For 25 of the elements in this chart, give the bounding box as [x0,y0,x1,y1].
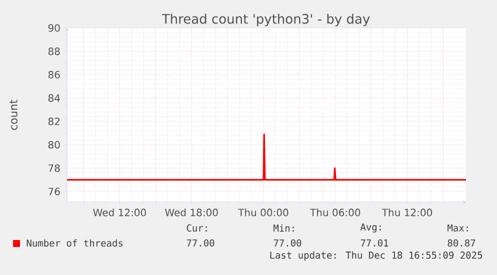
text: Cur: [186,224,207,232]
y-axis-title: count [10,100,18,130]
y-tick-label: 88 [48,48,60,56]
x-tick-label: Wed 12:00 [93,208,146,216]
x-tick-label: Thu 00:00 [238,208,288,216]
x-tick-label: Thu 12:00 [382,208,432,216]
text: 77.00 [274,239,302,247]
y-tick-label: 84 [48,94,60,102]
text: Last update: Thu Dec 18 16:55:09 2025 [270,251,482,261]
legend-label: Number of threads [26,239,122,247]
x-tick-label: Wed 18:00 [165,208,218,216]
text: Avg: [360,223,381,232]
y-tick-label: 78 [48,164,60,172]
x-tick-label: Thu 06:00 [310,208,360,216]
text: Min: [274,224,294,232]
y-tick-label: 90 [48,24,60,32]
text: Max: [448,224,468,232]
chart-title: Thread count 'python3' - by day [162,14,370,26]
y-tick-label: 76 [48,188,60,196]
y-tick-label: 86 [48,70,60,78]
text: 77.00 [186,239,214,247]
text: 77.01 [360,239,388,247]
y-tick-label: 80 [48,140,60,149]
y-tick-label: 82 [48,118,60,126]
text: 80.87 [448,239,476,247]
